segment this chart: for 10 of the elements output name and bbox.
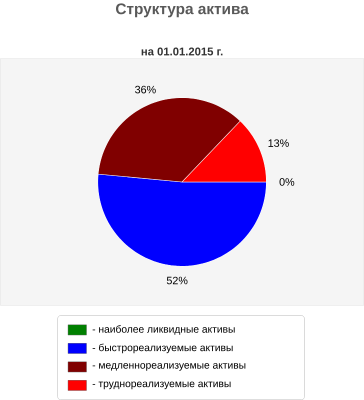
chart-subtitle: на 01.01.2015 г. <box>142 47 222 56</box>
data-label: 13% <box>268 139 289 147</box>
data-label: 36% <box>134 86 156 94</box>
legend-label: - медленнореализуемые активы <box>92 363 246 371</box>
data-label: 52% <box>166 276 188 284</box>
legend-label: - быстрореализуемые активы <box>92 344 233 354</box>
legend-label: - труднореализуемые активы <box>92 382 230 390</box>
legend-label: - наиболее ликвидные активы <box>92 325 235 335</box>
text: 0% <box>279 178 294 186</box>
chart-title: Структура актива <box>116 3 249 18</box>
